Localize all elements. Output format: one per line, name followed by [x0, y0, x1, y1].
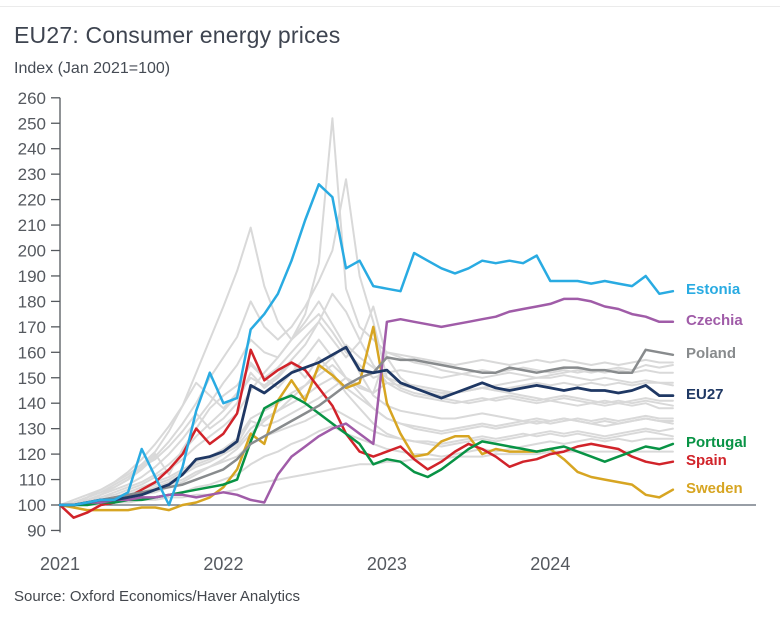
x-tick-label: 2022 [203, 554, 243, 574]
y-tick-label: 90 [27, 521, 46, 540]
background-country-line [59, 376, 674, 506]
background-country-line [59, 117, 674, 506]
series-line-czechia [58, 297, 675, 507]
y-tick-label: 200 [18, 242, 46, 261]
legend-label-spain: Spain [686, 451, 727, 469]
legend-label-portugal: Portugal [686, 433, 747, 451]
legend-label-eu27: EU27 [686, 385, 724, 403]
y-tick-label: 140 [18, 394, 46, 413]
background-country-line [59, 305, 674, 506]
x-tick-label: 2023 [367, 554, 407, 574]
x-tick-label: 2024 [530, 554, 570, 574]
background-country-line [59, 356, 674, 506]
y-tick-label: 150 [18, 369, 46, 388]
y-tick-label: 250 [18, 114, 46, 133]
legend-label-sweden: Sweden [686, 479, 743, 497]
y-tick-label: 100 [18, 496, 46, 515]
series-line-eu27 [58, 345, 675, 507]
legend-label-poland: Poland [686, 344, 737, 362]
y-tick-label: 210 [18, 216, 46, 235]
y-tick-label: 180 [18, 292, 46, 311]
background-country-line [59, 351, 674, 506]
series-line-estonia [58, 183, 675, 507]
legend-label-estonia: Estonia [686, 281, 741, 299]
y-tick-label: 110 [19, 471, 46, 490]
background-country-line [59, 338, 674, 506]
legend-label-czechia: Czechia [686, 311, 743, 329]
page-title: EU27: Consumer energy prices [14, 22, 341, 48]
x-tick-label: 2021 [40, 554, 80, 574]
series-line-sweden [58, 325, 675, 512]
y-tick-label: 130 [18, 420, 46, 439]
source-note: Source: Oxford Economics/Haver Analytics [14, 588, 300, 605]
y-tick-label: 240 [18, 140, 46, 159]
y-tick-label: 230 [18, 165, 46, 184]
y-tick-label: 260 [18, 89, 46, 108]
y-axis-unit-label: Index (Jan 2021=100) [14, 60, 171, 77]
y-tick-label: 120 [18, 445, 46, 464]
background-country-line [59, 178, 674, 506]
background-country-line [59, 450, 674, 506]
y-tick-label: 220 [18, 191, 46, 210]
y-tick-label: 160 [18, 343, 46, 362]
top-divider [0, 6, 780, 7]
y-tick-label: 170 [18, 318, 46, 337]
y-tick-label: 190 [18, 267, 46, 286]
